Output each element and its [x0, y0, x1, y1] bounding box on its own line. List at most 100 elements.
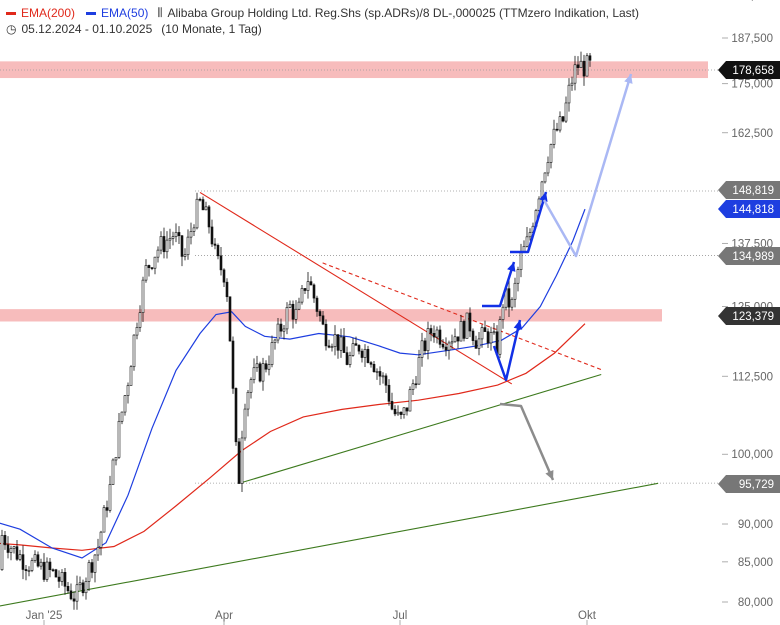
candle-body — [12, 546, 16, 549]
candle-body — [120, 411, 124, 422]
candle-body — [267, 364, 271, 370]
candle-body — [408, 389, 412, 412]
candle-body — [537, 198, 541, 211]
candle-body — [555, 128, 559, 131]
candle-body — [81, 582, 85, 594]
candle-body — [141, 279, 145, 313]
candle-body — [39, 561, 43, 567]
candle-body — [345, 352, 349, 365]
candle-body — [135, 327, 139, 336]
candle-body — [399, 411, 403, 415]
candle-body — [300, 288, 304, 303]
candle-body — [228, 296, 232, 342]
candle-body — [444, 346, 448, 351]
candle-body — [429, 328, 433, 334]
candle-body — [423, 340, 427, 352]
candle-body — [573, 64, 577, 84]
candle-body — [282, 328, 286, 332]
candle-body — [15, 546, 19, 560]
candle-body — [564, 102, 568, 122]
candle-body — [360, 350, 364, 358]
candle-body — [483, 327, 487, 332]
y-axis: 80,00085,00090,000100,000112,500125,0001… — [722, 0, 773, 609]
candle-body — [138, 312, 142, 328]
y-tick-label: 175,000 — [731, 79, 773, 91]
candle-body — [390, 401, 394, 410]
blue-arrow-3 — [492, 319, 522, 382]
price-badge — [718, 475, 780, 493]
candle-body — [192, 227, 196, 232]
candle-body — [60, 572, 64, 582]
candle-body — [324, 323, 328, 347]
candle-body — [258, 363, 262, 382]
candle-body — [477, 338, 481, 349]
candle-body — [252, 367, 256, 380]
candle-body — [528, 232, 532, 238]
candle-body — [348, 355, 352, 365]
light-blue-arrow — [542, 73, 633, 258]
candle-body — [177, 232, 181, 237]
candle-body — [372, 363, 376, 373]
candle-body — [159, 236, 163, 251]
candle-body — [153, 256, 157, 269]
ema200-label[interactable]: EMA(200) — [21, 6, 76, 20]
ema50-label[interactable]: EMA(50) — [101, 6, 149, 20]
resistance-zones — [0, 61, 708, 322]
candle-body — [561, 116, 565, 122]
candle-body — [0, 535, 4, 570]
candle-body — [318, 311, 322, 317]
candle-body — [285, 307, 289, 330]
candle-body — [393, 408, 397, 415]
price-badge-label: 148,819 — [732, 185, 774, 197]
candle-body — [66, 586, 70, 592]
candle-body — [75, 584, 79, 602]
candlestick-icon: ⫼ — [157, 7, 163, 19]
candle-body — [351, 343, 355, 356]
candle-body — [195, 198, 199, 229]
light-blue-arrow-head — [624, 74, 633, 84]
candle-body — [297, 301, 301, 310]
y-tick-label: 90,000 — [738, 519, 773, 531]
blue-arrow-3-head — [513, 320, 523, 330]
candle-body — [312, 284, 316, 299]
y-tick-label: 200,000 — [731, 0, 773, 2]
candle-body — [255, 363, 259, 369]
blue-arrow-1-head — [507, 262, 516, 272]
candle-body — [567, 84, 571, 104]
candle-body — [387, 384, 391, 402]
candle-body — [432, 332, 436, 338]
candle-body — [150, 267, 154, 269]
x-tick-label: Okt — [578, 610, 597, 622]
candle-body — [279, 323, 283, 332]
gray-arrow-head — [545, 470, 554, 480]
candle-body — [306, 281, 310, 291]
candle-body — [207, 206, 211, 228]
candle-body — [63, 572, 67, 587]
downtrend-trendline — [199, 191, 513, 385]
candle-body — [480, 327, 484, 340]
candle-body — [186, 236, 190, 256]
candle-body — [402, 407, 406, 415]
candle-body — [363, 349, 367, 358]
price-badge — [718, 61, 780, 79]
y-tick-label: 187,500 — [731, 33, 773, 45]
candle-body — [381, 375, 385, 378]
candle-body — [546, 162, 550, 174]
x-axis: Jan '25 Apr Jul Okt — [26, 610, 597, 625]
candle-body — [72, 598, 76, 602]
support-trendline — [0, 482, 659, 607]
blue-arrow-1 — [482, 261, 516, 308]
candle-body — [123, 395, 127, 413]
candle-body — [273, 339, 277, 343]
candle-body — [336, 334, 340, 351]
candle-body — [3, 535, 7, 546]
candle-body — [474, 340, 478, 349]
x-tick-label: Jul — [393, 610, 408, 622]
trendlines — [0, 191, 659, 607]
candle-body — [84, 581, 88, 594]
candle-body — [369, 362, 373, 365]
candle-body — [144, 265, 148, 281]
price-badges: 178,658 148,819 144,818 134,989 123,379 95,72… — [718, 61, 780, 493]
candle-body — [291, 303, 295, 320]
